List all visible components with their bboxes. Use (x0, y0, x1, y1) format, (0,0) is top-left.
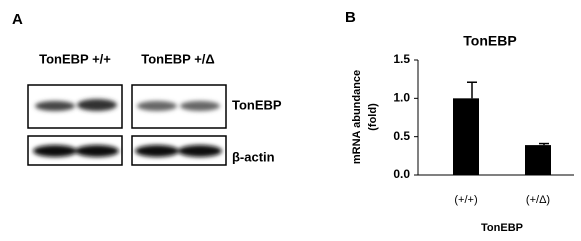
panel-label: A (12, 11, 23, 28)
y-tick-label: 0.0 (393, 167, 410, 181)
row-label: β-actin (232, 149, 275, 164)
y-tick-label: 1.0 (393, 91, 410, 105)
x-tick-label: (+/Δ) (526, 194, 550, 206)
group-label: TonEBP +/Δ (141, 51, 215, 66)
y-axis-label: mRNA abundance (351, 70, 363, 164)
bands (33, 99, 222, 157)
y-axis-label: (fold) (367, 103, 379, 131)
x-tick-label: (+/+) (454, 194, 477, 206)
panel-label: B (345, 9, 356, 26)
bar (453, 98, 479, 175)
y-tick-label: 1.5 (393, 52, 410, 66)
blot (27, 84, 227, 166)
y-tick-label: 0.5 (393, 129, 410, 143)
row-label: TonEBP (232, 97, 282, 112)
group-label: TonEBP +/+ (39, 51, 111, 66)
x-axis-label: TonEBP (481, 222, 523, 234)
bar (525, 145, 551, 175)
chart-title: TonEBP (463, 33, 516, 49)
